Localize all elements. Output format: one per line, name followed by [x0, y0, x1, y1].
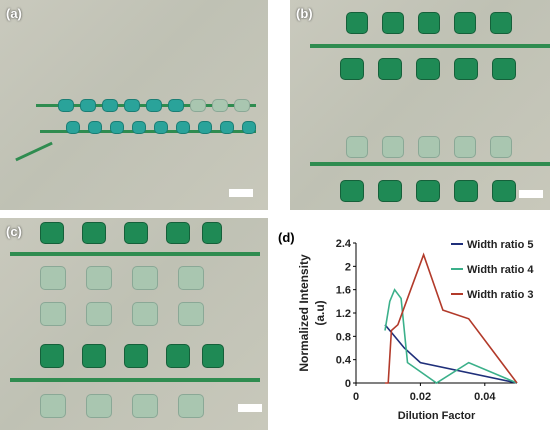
well — [340, 180, 364, 202]
well — [86, 394, 112, 418]
well — [454, 58, 478, 80]
y-tick-label: 0.4 — [336, 355, 352, 367]
y-tick-label: 2 — [345, 261, 351, 273]
well — [490, 12, 512, 34]
channel — [10, 252, 260, 256]
well — [202, 222, 222, 244]
well — [454, 12, 476, 34]
well — [418, 136, 440, 158]
well — [340, 58, 364, 80]
well — [86, 302, 112, 326]
y-tick-label: 1.2 — [336, 308, 351, 320]
well — [40, 302, 66, 326]
legend-label: Width ratio 5 — [467, 239, 534, 251]
series-line-2 — [384, 288, 518, 384]
well — [146, 99, 162, 112]
channel — [310, 44, 550, 48]
scale-bar — [229, 189, 253, 197]
panel-a-photo: (a) — [0, 0, 268, 210]
well — [492, 58, 516, 80]
channel — [40, 130, 256, 133]
well — [40, 222, 64, 244]
well — [102, 99, 118, 112]
well — [454, 180, 478, 202]
panel-b-photo: (b) — [290, 0, 550, 210]
well — [132, 302, 158, 326]
well — [378, 58, 402, 80]
well — [212, 99, 228, 112]
well — [132, 266, 158, 290]
series-line-3 — [385, 252, 518, 384]
legend-label: Width ratio 3 — [467, 289, 534, 301]
well — [82, 344, 106, 368]
well — [416, 58, 440, 80]
well — [202, 344, 224, 368]
well — [454, 136, 476, 158]
well — [40, 344, 64, 368]
panel-d-label: (d) — [278, 230, 295, 245]
well — [178, 394, 204, 418]
well — [176, 121, 190, 134]
channel — [310, 162, 550, 166]
channel — [10, 378, 260, 382]
legend-label: Width ratio 4 — [467, 264, 534, 276]
x-axis-label: Dilution Factor — [398, 410, 476, 422]
well — [168, 99, 184, 112]
well — [378, 180, 402, 202]
well — [82, 222, 106, 244]
panel-c-photo: (c) — [0, 218, 268, 430]
well — [124, 222, 148, 244]
channel — [15, 141, 53, 162]
line-chart: (d) 0 0.4 0.8 1.2 1.6 2 2.4 0 0.02 0.04 Dilution Fa… — [278, 230, 534, 422]
well — [110, 121, 124, 134]
y-tick-label: 0 — [345, 378, 351, 390]
well — [234, 99, 250, 112]
y-tick-label: 0.8 — [336, 331, 351, 343]
well — [154, 121, 168, 134]
x-tick-label: 0.02 — [410, 391, 431, 403]
x-tick-label: 0 — [353, 391, 359, 403]
panel-b-label: (b) — [296, 6, 313, 21]
well — [346, 136, 368, 158]
well — [132, 394, 158, 418]
scale-bar — [519, 190, 543, 198]
well — [88, 121, 102, 134]
well — [198, 121, 212, 134]
well — [178, 302, 204, 326]
well — [382, 12, 404, 34]
well — [346, 12, 368, 34]
well — [86, 266, 112, 290]
panel-d-chart: (d) 0 0.4 0.8 1.2 1.6 2 2.4 0 0.02 0.04 Dilution Fa… — [268, 218, 550, 430]
y-tick-label: 2.4 — [336, 238, 352, 250]
well — [40, 394, 66, 418]
x-tick-label: 0.04 — [474, 391, 496, 403]
well — [416, 180, 440, 202]
well — [382, 136, 404, 158]
y-axis-label: Normalized Intensity — [297, 254, 311, 372]
well — [242, 121, 256, 134]
y-tick-label: 1.6 — [336, 285, 351, 297]
well — [492, 180, 516, 202]
well — [166, 222, 190, 244]
well — [418, 12, 440, 34]
well — [132, 121, 146, 134]
panel-a-label: (a) — [6, 6, 22, 21]
well — [40, 266, 66, 290]
well — [66, 121, 80, 134]
panel-c-label: (c) — [6, 224, 22, 239]
y-axis-label: (a.u) — [313, 300, 327, 325]
well — [80, 99, 96, 112]
scale-bar — [238, 404, 262, 412]
well — [490, 136, 512, 158]
well — [124, 344, 148, 368]
well — [178, 266, 204, 290]
well — [190, 99, 206, 112]
well — [58, 99, 74, 112]
well — [220, 121, 234, 134]
well — [166, 344, 190, 368]
well — [124, 99, 140, 112]
